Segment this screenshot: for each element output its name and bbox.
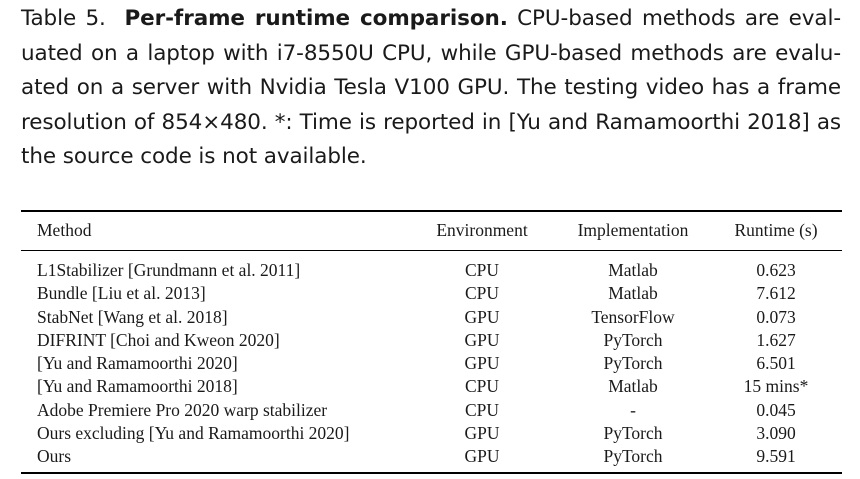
caption-text-1: CPU-based methods are eval- <box>517 6 841 31</box>
cell-method: StabNet [Wang et al. 2018] <box>37 306 228 327</box>
cell-runtime: 6.501 <box>756 353 796 374</box>
cell-implementation: Matlab <box>608 376 658 397</box>
cell-implementation: TensorFlow <box>591 306 675 327</box>
table-row: L1Stabilizer [Grundmann et al. 2011] CPU… <box>21 259 842 282</box>
cell-implementation: - <box>630 399 636 420</box>
cell-method: Adobe Premiere Pro 2020 warp stabilizer <box>37 399 328 420</box>
caption-line-2: uated on a laptop with i7-8550U CPU, whi… <box>21 40 841 66</box>
cell-environment: CPU <box>464 283 500 304</box>
cell-implementation: PyTorch <box>603 353 663 374</box>
cell-method: Ours <box>37 446 72 467</box>
table-row: StabNet [Wang et al. 2018] GPU TensorFlo… <box>21 306 842 329</box>
header-implementation: Implementation <box>577 220 689 240</box>
cell-environment: GPU <box>464 329 500 350</box>
cell-environment: CPU <box>464 376 500 397</box>
cell-implementation: Matlab <box>608 260 658 280</box>
table-row: [Yu and Ramamoorthi 2020] GPU PyTorch 6.… <box>21 352 842 375</box>
table-row: Ours excluding [Yu and Ramamoorthi 2020]… <box>21 422 842 445</box>
cell-runtime: 1.627 <box>756 329 796 350</box>
cell-method: L1Stabilizer [Grundmann et al. 2011] <box>37 260 301 280</box>
cell-method: [Yu and Ramamoorthi 2020] <box>37 353 238 374</box>
caption-line-4: resolution of 854×480. *: Time is report… <box>21 109 841 135</box>
cell-implementation: PyTorch <box>603 329 663 350</box>
caption-title: Per-frame runtime comparison. <box>124 6 508 31</box>
cell-method: DIFRINT [Choi and Kweon 2020] <box>37 329 280 350</box>
cell-environment: GPU <box>464 306 500 327</box>
table-header-row: Method Environment Implementation Runtim… <box>21 220 842 242</box>
cell-environment: GPU <box>464 353 500 374</box>
header-runtime: Runtime (s) <box>734 220 818 240</box>
table-row: DIFRINT [Choi and Kweon 2020] GPU PyTorc… <box>21 329 842 352</box>
cell-method: [Yu and Ramamoorthi 2018] <box>37 376 238 397</box>
cell-runtime: 3.090 <box>756 423 796 444</box>
caption-line-1: Table 5. Per-frame runtime comparison. C… <box>21 2 841 37</box>
table-row: Adobe Premiere Pro 2020 warp stabilizer … <box>21 399 842 422</box>
bottom-rule <box>21 472 842 474</box>
cell-method: Bundle [Liu et al. 2013] <box>37 283 206 304</box>
caption-label: Table 5. <box>21 6 106 31</box>
cell-runtime: 7.612 <box>756 283 796 304</box>
cell-method: Ours excluding [Yu and Ramamoorthi 2020] <box>37 423 350 444</box>
caption-line-3: ated on a server with Nvidia Tesla V100 … <box>21 75 841 100</box>
cell-runtime: 9.591 <box>756 446 796 467</box>
cell-implementation: Matlab <box>608 283 658 304</box>
cell-runtime: 15 mins* <box>743 376 809 397</box>
cell-implementation: PyTorch <box>603 446 663 467</box>
table-caption: Table 5. Per-frame runtime comparison. C… <box>21 2 841 175</box>
header-environment: Environment <box>436 220 528 240</box>
cell-environment: CPU <box>464 399 500 420</box>
caption-line-5: the source code is not available. <box>21 144 367 169</box>
cell-implementation: PyTorch <box>603 423 663 444</box>
table-row: [Yu and Ramamoorthi 2018] CPU Matlab 15 … <box>21 375 842 398</box>
table-body: L1Stabilizer [Grundmann et al. 2011] CPU… <box>21 259 842 469</box>
cell-runtime: 0.073 <box>756 306 796 327</box>
cell-environment: CPU <box>464 260 500 280</box>
cell-environment: GPU <box>464 423 500 444</box>
cell-runtime: 0.045 <box>756 399 796 420</box>
mid-rule <box>21 250 842 251</box>
cell-runtime: 0.623 <box>756 260 796 280</box>
header-method: Method <box>37 220 92 240</box>
cell-environment: GPU <box>464 446 500 467</box>
top-rule <box>21 210 842 212</box>
table-row: Ours GPU PyTorch 9.591 <box>21 445 842 468</box>
table-row: Bundle [Liu et al. 2013] CPU Matlab 7.61… <box>21 282 842 305</box>
